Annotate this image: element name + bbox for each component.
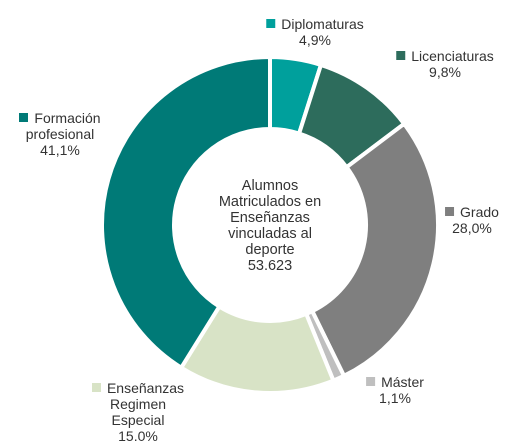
legend-swatch — [19, 113, 29, 122]
legend-name: Enseñanzas Regimen Especial — [106, 380, 185, 428]
legend-name: Máster — [381, 374, 424, 390]
value-label: 4,9% — [299, 32, 331, 48]
legend-label: Diplomaturas 4,9% — [266, 16, 364, 48]
center-line: 53.623 — [247, 258, 293, 274]
center-text: Alumnos Matriculados en Enseñanzas vinculad… — [219, 178, 321, 274]
legend-name: Grado — [460, 204, 499, 220]
legend-label: Enseñanzas Regimen Especial 15.0% — [88, 380, 188, 444]
center-line: Matriculados en — [218, 194, 322, 210]
value-label: 15.0% — [118, 428, 158, 444]
legend-swatch — [445, 207, 455, 216]
center-line: Alumnos — [241, 178, 299, 194]
legend-label: Grado 28,0% — [445, 204, 499, 236]
center-line: vinculadas al — [228, 226, 312, 242]
legend-swatch — [91, 383, 101, 392]
donut-segment — [309, 121, 440, 379]
donut-segment — [100, 54, 272, 371]
legend-label: Licenciaturas 9,8% — [396, 48, 494, 80]
value-label: 9,8% — [429, 64, 461, 80]
value-label: 41,1% — [40, 142, 80, 158]
legend-swatch — [396, 51, 406, 60]
legend-label: Máster 1,1% — [366, 374, 424, 406]
legend-label: Formación profesional 41,1% — [5, 110, 115, 158]
legend-name: Formación profesional — [25, 110, 101, 142]
value-label: 28,0% — [452, 220, 492, 236]
legend-name: Licenciaturas — [411, 48, 494, 64]
legend-swatch — [266, 19, 276, 28]
legend-swatch — [366, 377, 376, 386]
value-label: 1,1% — [379, 390, 411, 406]
legend-name: Diplomaturas — [281, 16, 364, 32]
center-line: Enseñanzas — [230, 210, 310, 226]
center-line: deporte — [245, 242, 295, 258]
